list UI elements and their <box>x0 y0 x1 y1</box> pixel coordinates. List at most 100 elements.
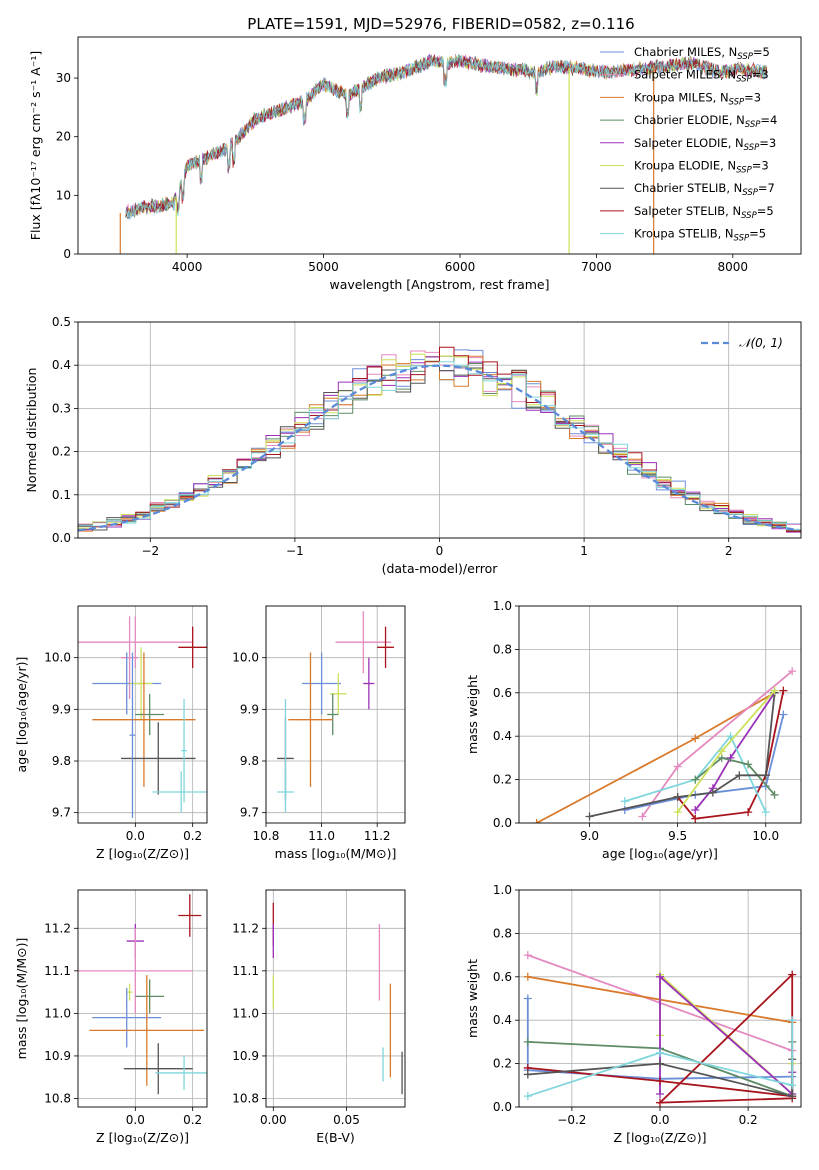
legend-entry-sub: SSP <box>734 234 750 244</box>
age-vs-Z-panel: 0.0 0.2 9.7 9.8 9.9 10.0 Z [log₁₀(Z/Z⊙)] age [l… <box>14 605 208 861</box>
legend-entry-sub: SSP <box>736 75 752 85</box>
axes-frame <box>518 889 802 1108</box>
age-vs-mass-panel: 10.8 11.0 11.2 9.7 9.8 9.9 10.0 mass [log₁₀(M/M… <box>232 605 406 861</box>
x-tick-label: 0.0 <box>650 1113 669 1127</box>
y-tick-label: 11.0 <box>44 1006 71 1020</box>
legend-entry-main: Chabrier MILES, N <box>634 45 737 59</box>
legend-entry-tail: =7 <box>758 181 775 195</box>
legend-entry-tail: =3 <box>752 68 769 82</box>
y-tick-label: 30 <box>56 71 71 85</box>
mass-weight-marker <box>770 686 779 695</box>
mass-weight-marker <box>691 805 700 814</box>
mass-weight-marker <box>523 951 532 960</box>
mass-weight-line <box>589 692 776 818</box>
legend-entry-main: Chabrier STELIB, N <box>634 181 742 195</box>
y-axis-label: mass weight <box>465 959 480 1038</box>
mass-weight-marker <box>691 734 700 743</box>
mass-weight-marker <box>620 797 629 806</box>
x-tick-label: 0.0 <box>126 1113 145 1127</box>
mass-weight-marker <box>708 788 717 797</box>
x-tick-label: 5000 <box>308 260 339 274</box>
figure-title: PLATE=1591, MJD=52976, FIBERID=0582, z=0… <box>247 15 634 33</box>
legend-entry-main: Salpeter MILES, N <box>634 68 736 82</box>
mass-weight-marker <box>656 1048 664 1057</box>
x-axis-label: (data-model)/error <box>382 561 499 576</box>
mass-weight-marker <box>744 808 753 817</box>
spectrum-plot-area <box>119 53 767 254</box>
x-tick-label: 0 <box>436 544 444 558</box>
x-tick-label: 0.2 <box>183 1113 202 1127</box>
normal-curve <box>78 364 799 532</box>
x-tick-label: 0.2 <box>183 829 202 843</box>
mass-weight-vs-age-plot-area <box>532 667 797 823</box>
mass-weight-marker <box>523 1070 532 1079</box>
x-tick-label: 10.0 <box>752 829 779 843</box>
mass-weight-marker <box>761 771 770 780</box>
y-tick-label: 0.6 <box>493 686 512 700</box>
legend-entry: Chabrier ELODIE, NSSP=4 <box>634 113 777 130</box>
mass-weight-line <box>624 734 767 813</box>
y-tick-label: 10.9 <box>44 1049 71 1063</box>
x-tick-label: 11.2 <box>364 829 391 843</box>
y-tick-label: 9.7 <box>240 806 259 820</box>
y-tick-label: 0.5 <box>52 315 71 329</box>
x-axis-label: Z [log₁₀(Z/Z⊙)] <box>614 1130 707 1145</box>
mass-weight-marker <box>779 710 788 719</box>
x-axis-label: Z [log₁₀(Z/Z⊙)] <box>96 846 189 861</box>
y-tick-label: 9.9 <box>52 702 71 716</box>
x-axis-label: mass [log₁₀(M/M⊙)] <box>275 846 397 861</box>
y-tick-label: 0.4 <box>493 729 512 743</box>
histogram-step <box>78 361 801 530</box>
mass-weight-vs-Z-plot-area <box>523 951 797 1107</box>
y-tick-label: 0.4 <box>52 358 71 372</box>
x-tick-label: −0.2 <box>557 1113 586 1127</box>
y-tick-label: 11.1 <box>44 964 71 978</box>
x-tick-label: 9.0 <box>580 829 599 843</box>
y-tick-label: 9.8 <box>240 754 259 768</box>
y-tick-label: 0 <box>63 247 71 261</box>
legend-entry-sub: SSP <box>736 166 752 176</box>
mass-weight-marker <box>770 790 779 799</box>
y-tick-label: 9.9 <box>240 702 259 716</box>
x-tick-label: 6000 <box>445 260 476 274</box>
mass-weight-marker <box>788 667 797 676</box>
y-tick-label: 0.2 <box>493 1057 512 1071</box>
y-axis-label: age [log₁₀(age/yr)] <box>14 657 29 773</box>
legend-entry: Kroupa MILES, NSSP=3 <box>634 90 761 107</box>
y-tick-label: 20 <box>56 130 71 144</box>
mass-weight-marker <box>656 972 664 981</box>
legend-entry: Chabrier MILES, NSSP=5 <box>634 45 770 62</box>
mass-weight-marker <box>656 1098 664 1107</box>
residuals-plot-area <box>78 346 801 535</box>
mass-weight-line <box>676 690 776 813</box>
y-tick-label: 0.0 <box>493 1100 512 1114</box>
x-tick-label: 9.5 <box>668 829 687 843</box>
mass-vs-Z-panel: 0.0 0.2 10.8 10.9 11.0 11.1 11.2 Z [log₁₀(Z/Z⊙)… <box>14 889 208 1145</box>
legend-entry-tail: =3 <box>759 136 776 150</box>
y-tick-label: 0.8 <box>493 926 512 940</box>
axes-frame <box>265 889 406 1108</box>
mass-weight-marker <box>673 792 682 801</box>
y-tick-label: 11.0 <box>232 1006 259 1020</box>
axes-frame <box>77 36 802 255</box>
mass-weight-marker <box>523 1037 532 1046</box>
x-axis-label: E(B-V) <box>316 1130 355 1145</box>
y-tick-label: 0.4 <box>493 1013 512 1027</box>
legend-entry: Kroupa STELIB, NSSP=5 <box>634 227 766 244</box>
x-tick-label: 10.8 <box>253 829 280 843</box>
age-vs-Z-plot-area <box>78 616 207 818</box>
mass-weight-marker <box>585 812 594 821</box>
mass-weight-marker <box>761 808 770 817</box>
legend-entry-sub: SSP <box>742 188 758 198</box>
mass-weight-marker <box>788 1092 797 1101</box>
x-tick-label: −1 <box>286 544 304 558</box>
mass-weight-marker <box>691 814 700 823</box>
legend-entry: 𝒩(0, 1) <box>739 336 783 350</box>
mass-weight-marker <box>523 972 532 981</box>
x-tick-label: 11.0 <box>308 829 335 843</box>
x-tick-label: 0.00 <box>260 1113 287 1127</box>
x-axis-label: Z [log₁₀(Z/Z⊙)] <box>96 1130 189 1145</box>
y-tick-label: 0.0 <box>52 531 71 545</box>
mass-weight-marker <box>717 747 726 756</box>
mass-weight-line <box>527 1020 794 1098</box>
